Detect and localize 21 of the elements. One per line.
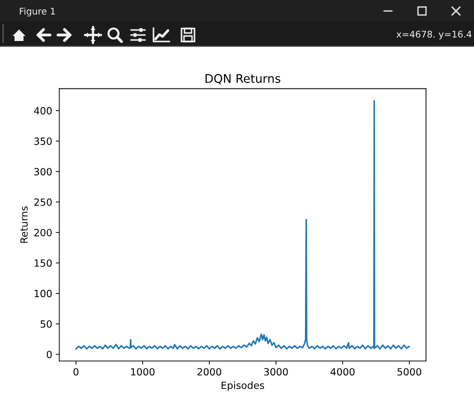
y-tick-label: 100 [34,290,52,298]
x-tick-label: 2000 [197,368,222,376]
y-tick-label: 250 [34,198,52,206]
text: x=4678. y=16.4 [396,30,472,40]
line-series [75,100,410,350]
y-tick-label: 50 [40,320,52,328]
caption: Figure 1 [20,8,55,16]
x-tick-label: 1000 [131,368,155,376]
chart-title: DQN Returns [206,74,280,84]
x-tick-label: 5000 [398,368,422,376]
y-tick-label: 150 [34,259,52,267]
y-tick-label: 400 [34,107,52,115]
y-tick-label: 300 [34,168,52,176]
x-tick-label: 3000 [264,368,288,376]
y-tick-label: 200 [34,228,52,236]
y-axis-title: Returns [20,206,28,243]
y-tick-label: 350 [34,138,52,145]
x-axis-title: Episodes [222,381,264,391]
x-tick-label: 0 [73,368,78,376]
y-tick-label: 0 [46,350,52,358]
x-tick-label: 4000 [330,368,355,376]
